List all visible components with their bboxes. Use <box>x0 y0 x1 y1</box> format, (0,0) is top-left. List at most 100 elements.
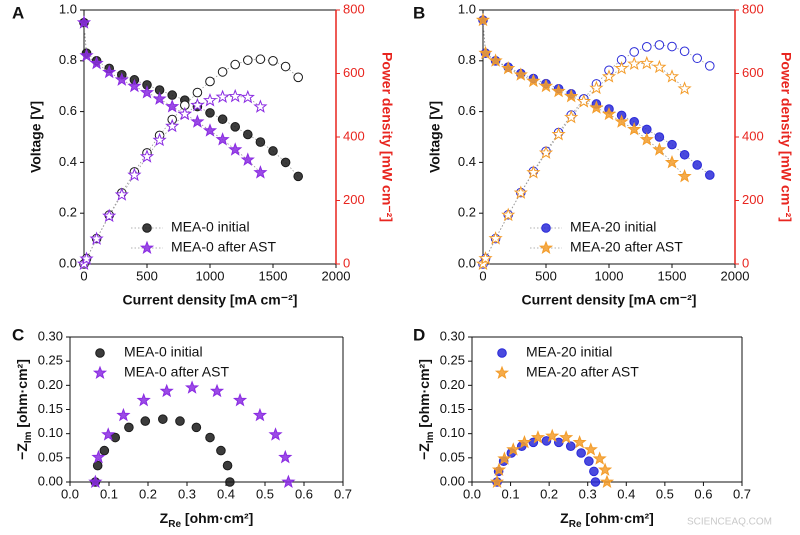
star-marker <box>240 152 255 166</box>
star-marker <box>232 392 248 407</box>
label-part: [ohm·cm²] <box>181 510 253 526</box>
y-axis-label: Voltage [V] <box>28 101 44 173</box>
circle-marker <box>705 170 715 180</box>
circle-marker <box>175 416 185 426</box>
star-marker <box>589 100 604 114</box>
circle-marker <box>654 132 665 142</box>
y-tick-label: 0.10 <box>440 425 465 440</box>
label-part: Re <box>569 519 582 530</box>
star-marker <box>91 449 106 464</box>
star-marker <box>101 427 116 441</box>
x-tick-label: 0.3 <box>579 486 597 501</box>
y2-tick-label: 0 <box>343 255 350 270</box>
legend-label: MEA-0 after AST <box>124 364 229 380</box>
star-marker <box>627 56 642 70</box>
star-marker <box>89 231 104 245</box>
circle-marker <box>205 76 215 87</box>
y-axis-label: −ZIm [ohm·cm²] <box>14 359 34 460</box>
star-marker <box>127 78 142 93</box>
star-marker <box>538 78 554 93</box>
y-tick-label: 0.4 <box>458 154 476 169</box>
star-marker <box>139 149 155 163</box>
circle-marker <box>243 55 253 65</box>
star-marker <box>88 474 103 489</box>
circle-marker <box>217 67 228 77</box>
panel: D 0.0 0.1 0.2 0.3 0.4 0.5 0.6 0.7 0.00 0.05 0.10 0.1… <box>413 325 751 530</box>
x-tick-label: 1000 <box>196 268 225 283</box>
y-tick-label: 1.0 <box>458 1 476 16</box>
star-marker <box>228 142 243 156</box>
x-tick-label: 0.1 <box>100 486 118 501</box>
x-tick-label: 1500 <box>259 268 288 283</box>
x-tick-label: 0.0 <box>61 486 79 501</box>
y2-tick-label: 0 <box>742 255 749 270</box>
x-tick-label: 0.5 <box>656 486 674 501</box>
star-marker <box>599 474 615 489</box>
star-marker <box>488 53 503 67</box>
legend-marker <box>95 348 105 358</box>
circle-marker <box>280 157 291 168</box>
circle-marker <box>167 90 177 100</box>
circle-marker <box>205 108 215 118</box>
legend-marker <box>494 365 510 380</box>
legend-marker <box>139 240 155 255</box>
star-marker <box>526 165 541 179</box>
legend-label: MEA-20 initial <box>570 219 656 235</box>
legend-label: MEA-20 after AST <box>570 239 683 255</box>
x-tick-label: 0.2 <box>540 486 558 501</box>
star-marker <box>501 207 516 222</box>
star-marker <box>677 168 692 183</box>
star-marker <box>240 89 255 104</box>
y-tick-label: 0.25 <box>38 353 63 368</box>
circle-marker <box>255 137 266 147</box>
circle-marker <box>124 422 134 433</box>
star-marker <box>601 106 617 121</box>
star-marker <box>664 69 680 83</box>
star-marker <box>190 114 205 128</box>
x-tick-label: 0.7 <box>334 486 352 501</box>
circle-marker <box>243 129 253 140</box>
star-marker <box>491 462 507 476</box>
star-marker <box>136 392 151 407</box>
y-tick-label: 0.2 <box>458 205 476 220</box>
series-line <box>482 20 711 176</box>
y-tick-label: 0.8 <box>458 52 476 67</box>
y2-tick-label: 400 <box>742 128 764 143</box>
star-marker <box>252 407 267 422</box>
circle-marker <box>217 114 228 125</box>
series-line <box>83 22 261 173</box>
y-axis-label: −ZIm [ohm·cm²] <box>416 359 436 460</box>
star-marker <box>159 383 174 398</box>
circle-marker <box>667 139 677 150</box>
star-marker <box>478 251 493 265</box>
circle-marker <box>642 42 652 52</box>
x-tick-label: 0.0 <box>463 486 481 501</box>
star-marker <box>677 81 692 95</box>
legend-marker <box>541 223 551 233</box>
circle-marker <box>541 436 552 446</box>
circle-marker <box>222 460 233 471</box>
legend-marker <box>92 365 108 380</box>
star-marker <box>627 121 642 136</box>
star-marker <box>281 474 296 489</box>
x-tick-label: 1500 <box>658 268 687 283</box>
star-marker <box>202 93 218 107</box>
legend-label: MEA-0 after AST <box>171 239 276 255</box>
y2-axis-label: Power density [mW cm⁻²] <box>778 52 794 222</box>
circle-marker <box>565 441 576 452</box>
y-tick-label: 0.30 <box>440 328 465 343</box>
circle-marker <box>705 61 715 71</box>
panel-label: D <box>413 325 425 344</box>
legend-marker <box>538 240 554 255</box>
star-marker <box>185 380 200 394</box>
circle-marker <box>293 72 304 83</box>
circle-marker <box>230 59 240 70</box>
star-marker <box>592 451 607 465</box>
x-tick-label: 0 <box>80 268 87 283</box>
label-part: −Z <box>416 443 432 460</box>
panel: C 0.0 0.1 0.2 0.3 0.4 0.5 0.6 0.7 0.00 0.05 0.10 0.1… <box>12 325 352 530</box>
y-tick-label: 0.20 <box>38 377 63 392</box>
star-marker <box>564 88 579 103</box>
star-marker <box>152 91 167 105</box>
circle-marker <box>191 422 202 433</box>
